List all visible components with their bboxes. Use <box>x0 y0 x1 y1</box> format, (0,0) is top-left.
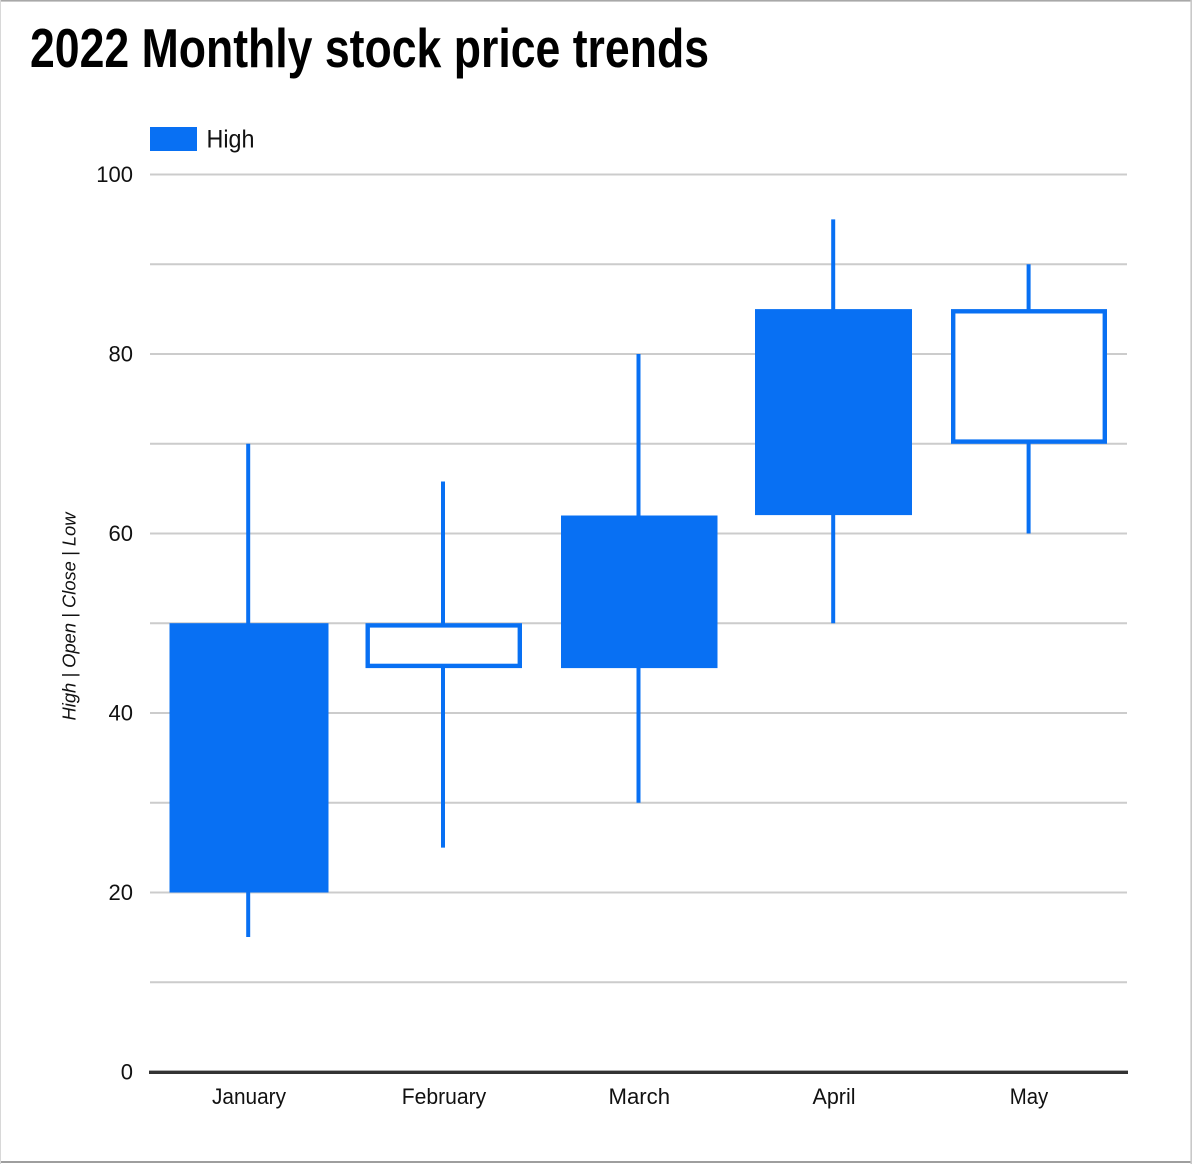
svg-text:May: May <box>1010 1084 1049 1109</box>
svg-text:0: 0 <box>121 1060 133 1085</box>
svg-text:February: February <box>402 1084 487 1109</box>
svg-text:80: 80 <box>109 342 133 367</box>
svg-text:April: April <box>813 1084 856 1109</box>
svg-text:60: 60 <box>109 521 133 546</box>
svg-text:March: March <box>609 1084 671 1109</box>
svg-text:High | Open | Close | Low: High | Open | Close | Low <box>60 511 80 720</box>
svg-text:2022 Monthly stock price trend: 2022 Monthly stock price trends <box>30 17 709 79</box>
svg-text:100: 100 <box>96 162 133 187</box>
svg-text:High: High <box>207 126 255 154</box>
svg-text:20: 20 <box>109 880 133 905</box>
svg-text:January: January <box>212 1084 286 1109</box>
svg-text:40: 40 <box>109 701 133 726</box>
